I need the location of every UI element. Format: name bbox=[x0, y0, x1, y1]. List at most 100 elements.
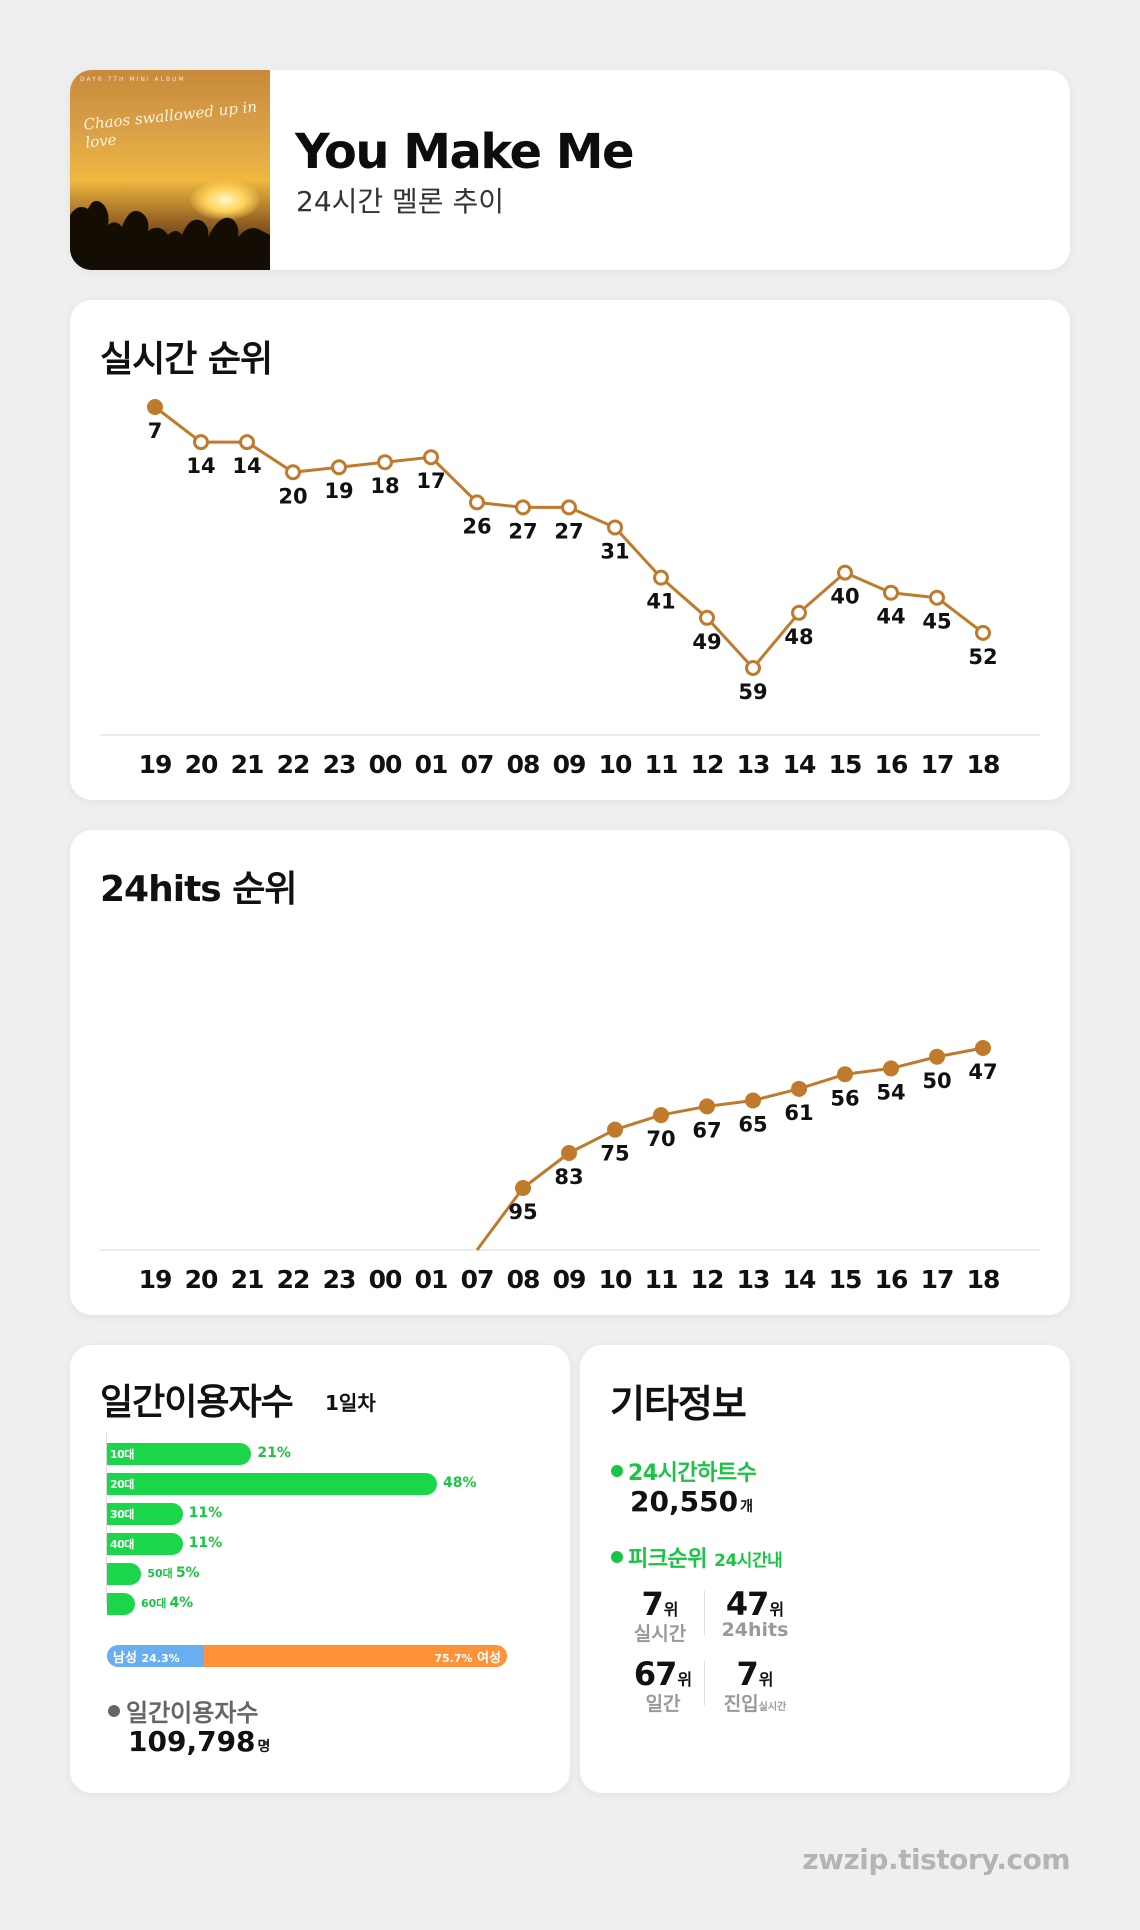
data-point bbox=[745, 1092, 761, 1109]
age-label: 40대 bbox=[110, 1538, 134, 1551]
data-point bbox=[423, 449, 439, 466]
age-bar: 10대 bbox=[107, 1443, 252, 1465]
data-point bbox=[653, 569, 669, 586]
x-tick-label: 18 bbox=[967, 750, 1000, 779]
x-tick-label: 07 bbox=[461, 750, 494, 779]
data-point bbox=[607, 519, 623, 536]
data-label: 27 bbox=[554, 519, 583, 543]
data-label: 7 bbox=[148, 419, 163, 443]
data-label: 61 bbox=[784, 1101, 813, 1125]
age-bar: 40대 bbox=[107, 1533, 183, 1555]
peak-entry: 7위 진입실시간 bbox=[723, 1655, 787, 1715]
hits-rank-title: 24hits 순위 bbox=[100, 869, 297, 910]
data-label: 95 bbox=[508, 1200, 537, 1224]
peak-realtime: 7위 실시간 bbox=[633, 1585, 687, 1645]
x-tick-label: 17 bbox=[921, 1265, 954, 1294]
data-point bbox=[699, 609, 715, 626]
data-label: 83 bbox=[554, 1165, 583, 1189]
hits-rank-chart: 19 20 21 22 23 00 01 07 08 09 10 11 12 13 14 15 16 17 18 95… bbox=[100, 1040, 1040, 1294]
data-label: 20 bbox=[278, 484, 307, 508]
x-tick-label: 12 bbox=[691, 1265, 724, 1294]
x-tick-label: 11 bbox=[645, 750, 678, 779]
x-tick-label: 16 bbox=[875, 750, 908, 779]
album-art-silhouettes bbox=[70, 200, 270, 270]
data-point bbox=[193, 434, 209, 451]
album-art-sun bbox=[190, 180, 260, 220]
x-tick-label: 10 bbox=[599, 1265, 632, 1294]
x-tick-label: 12 bbox=[691, 750, 724, 779]
data-label: 67 bbox=[692, 1118, 721, 1142]
age-bar: 30대 bbox=[107, 1503, 183, 1525]
data-label: 50 bbox=[922, 1069, 951, 1093]
data-label: 59 bbox=[738, 680, 767, 704]
data-point bbox=[239, 434, 255, 451]
x-tick-label: 13 bbox=[737, 750, 770, 779]
x-tick-label: 23 bbox=[323, 750, 356, 779]
data-point bbox=[791, 604, 807, 621]
x-tick-label: 20 bbox=[185, 1265, 218, 1294]
data-label: 40 bbox=[830, 585, 859, 609]
data-point bbox=[883, 1060, 899, 1077]
data-point bbox=[285, 464, 301, 481]
x-tick-label: 21 bbox=[231, 1265, 264, 1294]
song-subtitle: 24시간 멜론 추이 bbox=[296, 185, 504, 218]
data-label: 18 bbox=[370, 474, 399, 498]
watermark: zwzip.tistory.com bbox=[802, 1843, 1070, 1876]
age-label: 30대 bbox=[110, 1508, 134, 1521]
x-tick-label: 09 bbox=[553, 1265, 586, 1294]
data-label: 44 bbox=[876, 605, 905, 629]
daily-users-bullet bbox=[108, 1705, 120, 1717]
data-point bbox=[469, 494, 485, 511]
data-label: 14 bbox=[186, 454, 215, 478]
age-percent: 11% bbox=[188, 1505, 223, 1521]
series-line bbox=[475, 1046, 984, 1251]
data-point bbox=[837, 564, 853, 581]
age-percent: 48% bbox=[443, 1475, 477, 1491]
x-tick-label: 01 bbox=[415, 1265, 448, 1294]
age-percent: 50대 5% bbox=[147, 1565, 200, 1581]
x-tick-label: 08 bbox=[507, 750, 540, 779]
album-art-script-text: Chaos swallowed up in love bbox=[82, 97, 258, 152]
data-label: 45 bbox=[922, 610, 951, 634]
x-tick-label: 22 bbox=[277, 750, 310, 779]
x-tick-label: 17 bbox=[921, 750, 954, 779]
data-label: 17 bbox=[416, 469, 445, 493]
peak-24hits: 47위 24hits bbox=[721, 1585, 789, 1641]
x-tick-label: 18 bbox=[967, 1265, 1000, 1294]
x-tick-label: 23 bbox=[323, 1265, 356, 1294]
data-point bbox=[975, 1040, 991, 1056]
age-label: 50대 bbox=[147, 1567, 173, 1580]
x-tick-label: 20 bbox=[185, 750, 218, 779]
data-point bbox=[653, 1107, 669, 1124]
peak-daily: 67위 일간 bbox=[633, 1655, 693, 1715]
x-tick-label: 14 bbox=[783, 750, 816, 779]
data-point bbox=[699, 1098, 715, 1115]
data-point bbox=[515, 1180, 531, 1196]
x-tick-label: 22 bbox=[277, 1265, 310, 1294]
data-label: 54 bbox=[876, 1080, 905, 1104]
x-tick-label: 15 bbox=[829, 1265, 862, 1294]
x-tick-label: 01 bbox=[415, 750, 448, 779]
age-percent: 21% bbox=[257, 1445, 291, 1461]
gender-ratio-bar: 남성 24.3% 75.7% 여성 bbox=[107, 1645, 507, 1667]
data-label: 49 bbox=[692, 630, 721, 654]
x-tick-label: 19 bbox=[139, 1265, 172, 1294]
x-tick-label: 08 bbox=[507, 1265, 540, 1294]
realtime-rank-chart: 19 20 21 22 23 00 01 07 08 09 10 11 12 13 14 15 16 17 1871… bbox=[100, 399, 1040, 779]
data-label: 65 bbox=[738, 1113, 767, 1137]
x-tick-label: 13 bbox=[737, 1265, 770, 1294]
data-label: 52 bbox=[968, 645, 997, 669]
data-point bbox=[561, 499, 577, 516]
data-point bbox=[929, 589, 945, 606]
data-label: 70 bbox=[646, 1127, 675, 1151]
data-label: 31 bbox=[600, 539, 629, 563]
data-point bbox=[331, 459, 347, 476]
data-label: 14 bbox=[232, 454, 261, 478]
album-art: DAY6 7TH MINI ALBUM Chaos swallowed up i… bbox=[70, 70, 270, 270]
peak-bullet bbox=[611, 1551, 623, 1563]
x-tick-label: 00 bbox=[369, 750, 402, 779]
age-label: 10대 bbox=[110, 1448, 134, 1461]
other-info-title: 기타정보 bbox=[610, 1382, 747, 1426]
daily-users-day: 1일차 bbox=[325, 1391, 376, 1415]
data-point bbox=[561, 1145, 577, 1161]
